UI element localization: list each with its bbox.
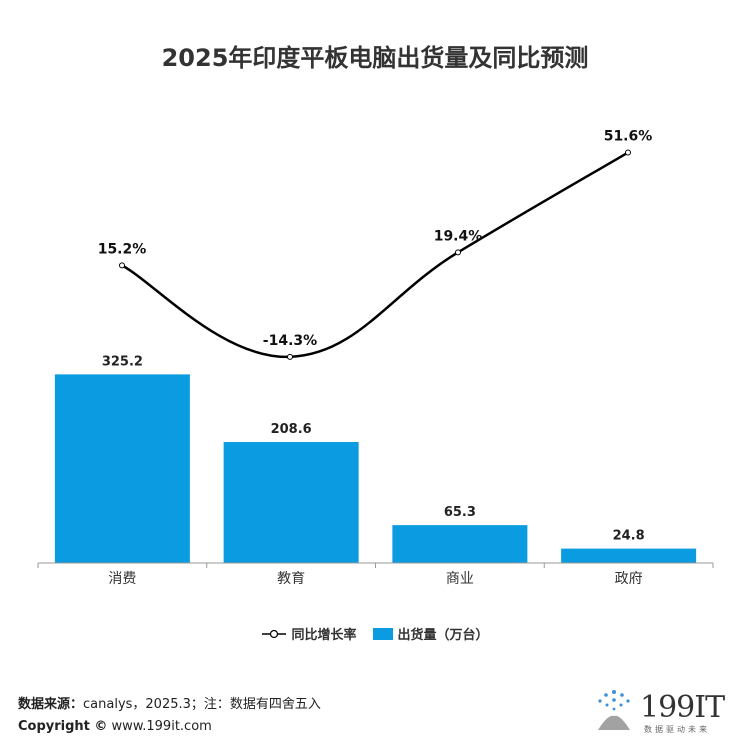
bar-2: [223, 442, 359, 563]
source-line: 数据来源：canalys，2025.3；注：数据有四舍五入: [18, 694, 321, 716]
bar-1: [54, 374, 190, 563]
source-label: 数据来源：: [18, 697, 84, 712]
bar-3: [392, 525, 528, 563]
legend: 同比增长率 出货量（万台）: [0, 624, 750, 643]
growth-value-label: -14.3%: [263, 333, 317, 349]
legend-label-growth: 同比增长率: [291, 628, 357, 643]
legend-line-icon: [262, 629, 287, 638]
growth-point-4: [625, 149, 631, 156]
category-label: 消费: [108, 571, 136, 587]
chart-title: 2025年印度平板电脑出货量及同比预测: [161, 44, 589, 72]
growth-value-label: 51.6%: [604, 129, 653, 145]
bar-value-label: 65.3: [444, 505, 476, 520]
legend-bar-icon: [372, 627, 393, 640]
growth-line: [121, 151, 629, 359]
logo-dots-icon: [598, 690, 630, 730]
growth-value-label: 15.2%: [98, 241, 147, 257]
legend-label-shipments: 出货量（万台）: [397, 628, 489, 643]
category-label: 政府: [615, 571, 643, 587]
bar-value-label: 24.8: [613, 529, 645, 544]
copyright-line: Copyright © www.199it.com: [18, 716, 321, 738]
footer: 数据来源：canalys，2025.3；注：数据有四舍五入 Copyright …: [18, 694, 321, 738]
bar-4: [561, 548, 697, 563]
growth-point-1: [119, 262, 125, 269]
growth-point-3: [455, 249, 461, 256]
logo-text: 199IT: [640, 690, 725, 725]
category-label: 商业: [446, 571, 474, 587]
growth-line-group: 15.2% -14.3% 19.4% 51.6%: [98, 129, 653, 360]
bar-value-label: 325.2: [102, 354, 143, 369]
legend-item-shipments: 出货量（万台）: [372, 624, 489, 643]
source-text: canalys，2025.3；注：数据有四舍五入: [83, 697, 321, 712]
x-axis: 消费 教育 商业 政府: [37, 562, 714, 587]
logo: 199IT 数据驱动未来: [588, 686, 738, 736]
bars-group: 325.2 208.6 65.3 24.8: [54, 354, 697, 563]
bar-value-label: 208.6: [271, 422, 312, 437]
copyright-label: Copyright ©: [18, 719, 108, 734]
copyright-text: www.199it.com: [107, 719, 212, 734]
logo-tagline: 数据驱动未来: [644, 725, 710, 734]
category-label: 教育: [277, 571, 305, 587]
growth-value-label: 19.4%: [434, 228, 483, 244]
growth-point-2: [287, 353, 293, 360]
legend-item-growth: 同比增长率: [261, 624, 357, 643]
